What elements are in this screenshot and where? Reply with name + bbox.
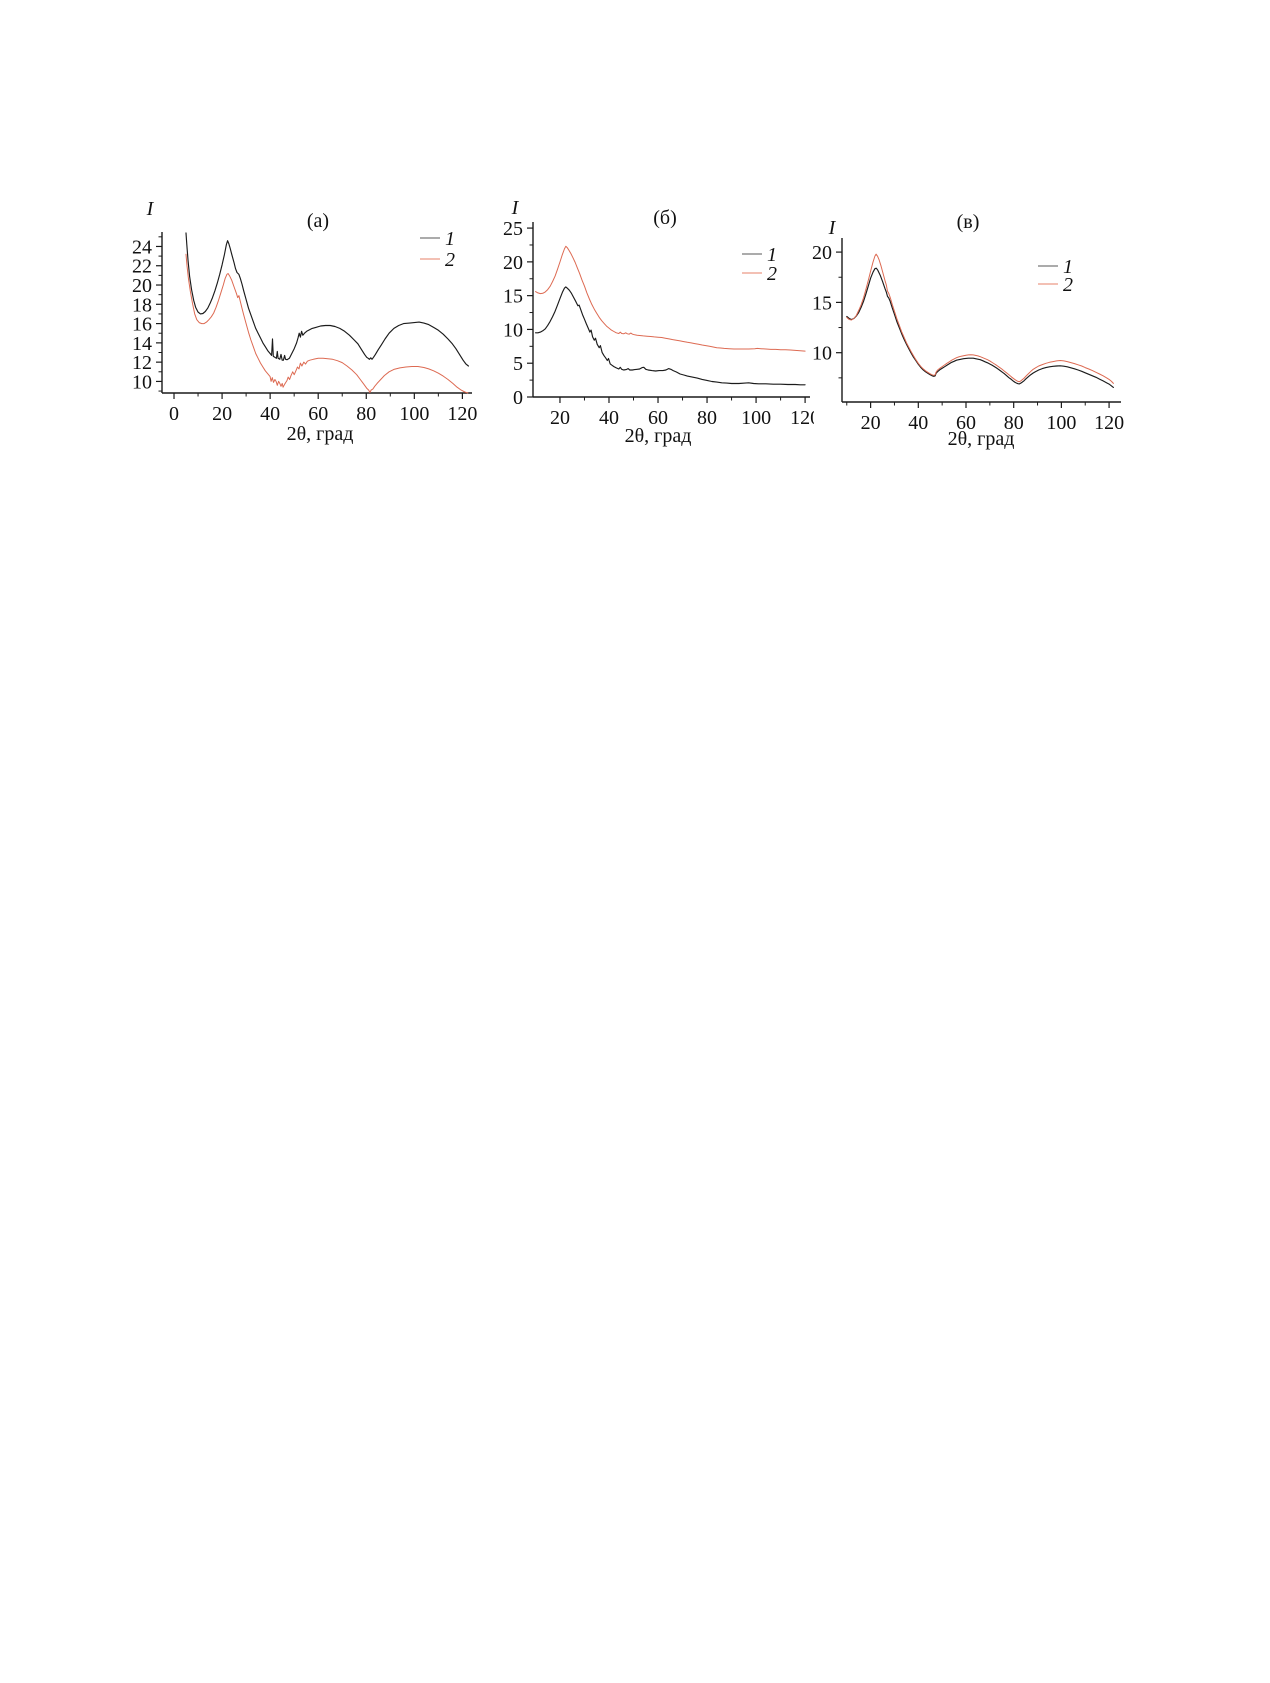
- y-tick-label: 18: [132, 294, 152, 316]
- y-tick-label: 20: [503, 252, 523, 274]
- legend-label-2: 2: [767, 263, 777, 285]
- curve-1: [534, 286, 806, 386]
- curve-1: [846, 267, 1114, 388]
- y-axis-label: I: [828, 217, 837, 239]
- y-tick-label: 16: [132, 314, 152, 336]
- x-tick-label: 100: [741, 407, 771, 429]
- y-tick-label: 12: [132, 352, 152, 374]
- x-tick-label: 60: [648, 407, 668, 429]
- curve-2: [535, 245, 806, 352]
- chart-b-canvas: 20 40 60 80 100 120 0 5 10 15 20 25 (б) I 2θ, град 12: [503, 197, 820, 447]
- x-tick-label: 60: [308, 403, 328, 425]
- legend-label-2: 2: [1063, 274, 1073, 296]
- x-tick-label: 60: [956, 412, 976, 434]
- y-tick-label: 10: [812, 343, 832, 365]
- panel-label: (в): [957, 211, 980, 233]
- y-tick-label: 5: [513, 353, 523, 375]
- x-tick-label: 20: [212, 403, 232, 425]
- y-tick-label: 25: [503, 218, 523, 240]
- y-tick-label: 20: [812, 242, 832, 264]
- panel-b: 20 40 60 80 100 120 0 5 10 15 20 25 (б) I 2θ, град 12: [462, 168, 820, 465]
- y-tick-label: 10: [503, 319, 523, 341]
- x-tick-label: 120: [1094, 412, 1124, 434]
- x-tick-label: 80: [697, 407, 717, 429]
- x-tick-label: 0: [169, 403, 179, 425]
- legend-label-1: 1: [767, 244, 777, 266]
- x-tick-label: 20: [861, 412, 881, 434]
- x-axis-label: 2θ, град: [287, 423, 354, 445]
- x-axis-label: 2θ, град: [625, 425, 692, 447]
- panel-label: (а): [307, 210, 329, 232]
- x-tick-label: 40: [599, 407, 619, 429]
- y-tick-label: 0: [513, 387, 523, 409]
- panel-v: 20 40 60 80 100 120 10 15 20 (в) I 2θ, град 1 2: [775, 190, 1143, 470]
- y-tick-label: 14: [132, 333, 152, 355]
- legend-label-1: 1: [1063, 256, 1073, 278]
- y-tick-label: 15: [812, 292, 832, 314]
- y-axis-label: I: [511, 197, 520, 219]
- y-tick-label: 20: [132, 275, 152, 297]
- x-tick-label: 120: [790, 407, 814, 429]
- y-tick-label: 15: [503, 286, 523, 308]
- x-tick-label: 80: [356, 403, 376, 425]
- y-tick-label: 10: [132, 371, 152, 393]
- curve-2: [185, 253, 469, 394]
- x-tick-label: 40: [908, 412, 928, 434]
- x-tick-label: 40: [260, 403, 280, 425]
- y-tick-label: 24: [132, 236, 152, 258]
- y-axis-label: I: [146, 198, 155, 220]
- x-axis-label: 2θ, град: [948, 428, 1015, 450]
- legend-label-2: 2: [445, 249, 455, 271]
- curve-2: [846, 253, 1114, 384]
- panel-label: (б): [653, 207, 677, 229]
- x-tick-label: 100: [1046, 412, 1076, 434]
- x-tick-label: 120: [447, 403, 477, 425]
- x-tick-label: 100: [399, 403, 429, 425]
- curve-1: [185, 232, 469, 367]
- panel-a: 0 20 40 60 80 100 120 10 12 14 16 18 20 22 24 (а) I 2θ, г…: [128, 190, 480, 465]
- y-tick-label: 22: [132, 256, 152, 278]
- x-tick-label: 80: [1004, 412, 1024, 434]
- x-tick-label: 20: [550, 407, 570, 429]
- chart-v-canvas: 20 40 60 80 100 120 10 15 20 (в) I 2θ, град 12: [812, 211, 1124, 450]
- legend-label-1: 1: [445, 228, 455, 250]
